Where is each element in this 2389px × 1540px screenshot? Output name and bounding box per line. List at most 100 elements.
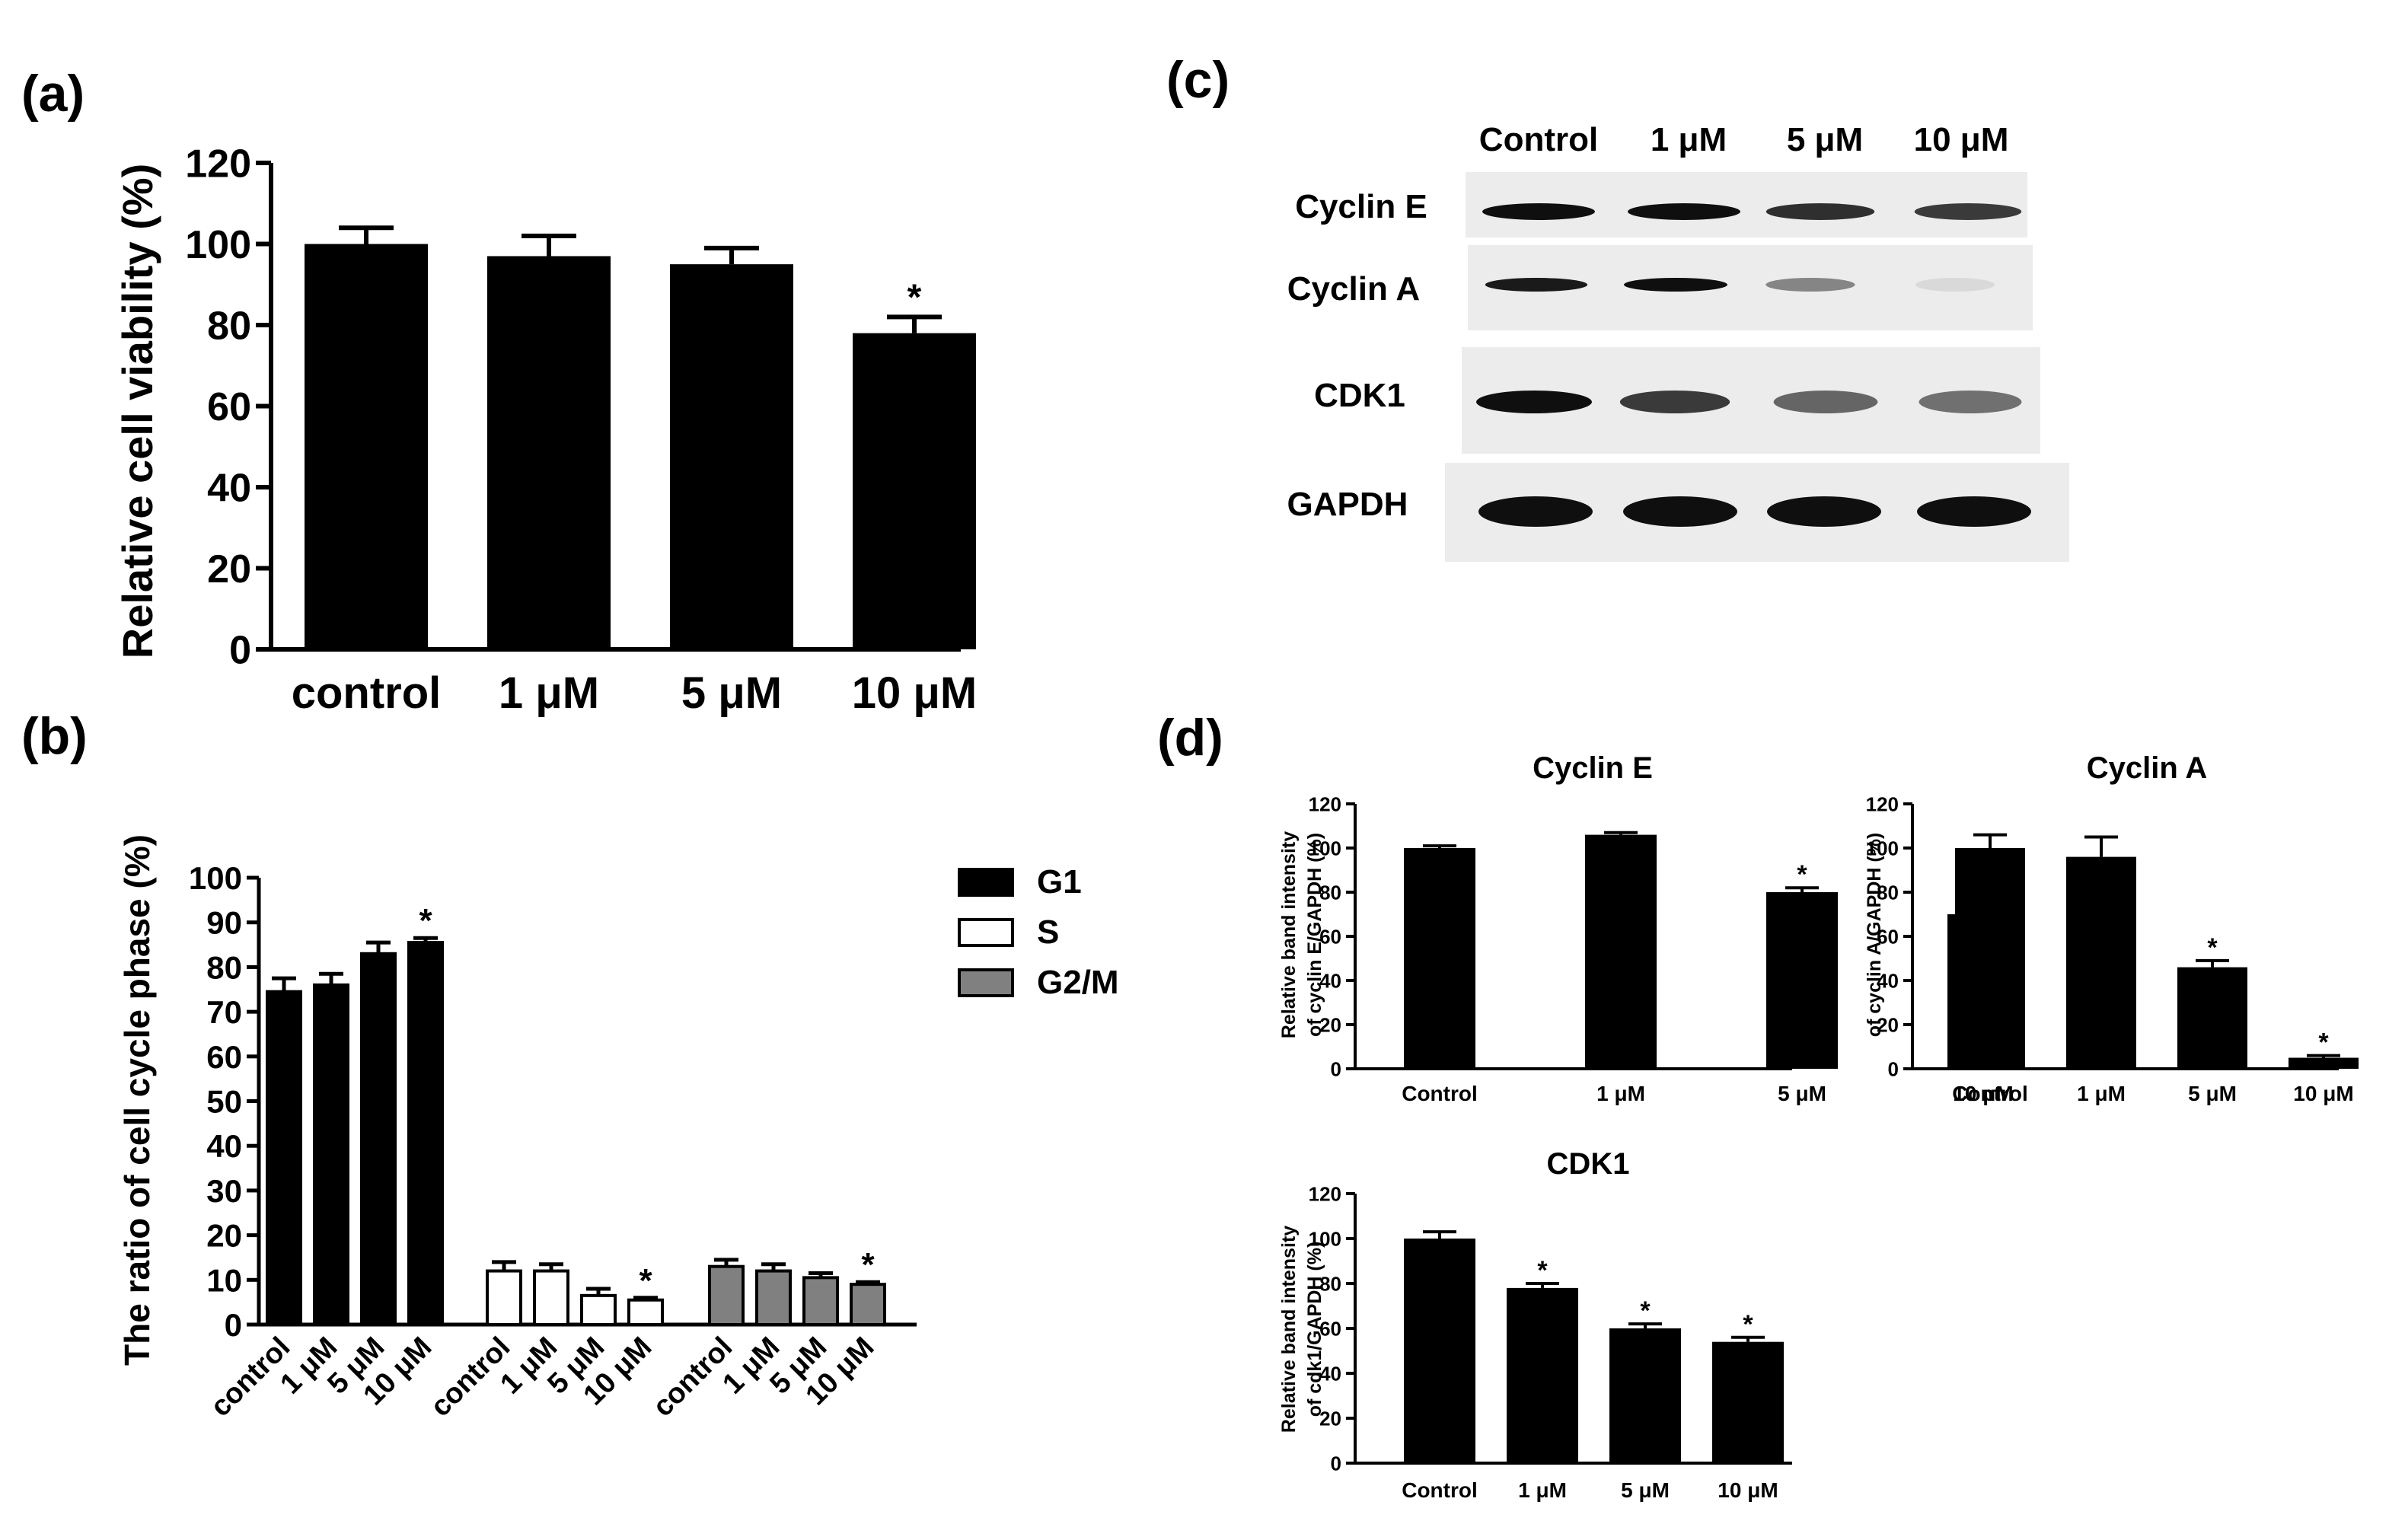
blot-column-label: 10 μM: [1914, 121, 2009, 158]
blot-band: [1619, 391, 1730, 413]
chart-d2-title: Cyclin A: [2087, 751, 2208, 785]
chart-b-ytick-label: 60: [206, 1039, 242, 1075]
chart-d1-bar: [1766, 892, 1838, 1069]
chart-b-bar-G2M: [802, 1276, 839, 1326]
chart-a-bar: [305, 244, 428, 649]
chart-b-bar-S: [627, 1298, 664, 1326]
chart-b-ytick-label: 100: [189, 860, 242, 896]
chart-b-significance-star: *: [639, 1262, 652, 1299]
chart-b-significance-star: *: [419, 902, 432, 939]
chart-d3-ytick-label: 80: [1319, 1272, 1341, 1295]
chart-a-significance-star: *: [907, 277, 922, 317]
chart-a-category-label: 5 μM: [681, 668, 782, 718]
chart-a-bar: [853, 333, 976, 649]
chart-b-bar-G2M: [708, 1264, 745, 1326]
chart-b-bar-G1: [360, 952, 397, 1327]
chart-b-bar-S: [486, 1269, 522, 1327]
chart-d2-significance-star: *: [2207, 933, 2218, 962]
chart-d2-ytick-label: 60: [1877, 925, 1899, 948]
chart-d2-category-label: 5 μM: [2188, 1082, 2237, 1105]
chart-a-ytick-label: 0: [229, 629, 251, 673]
chart-a-ytick-label: 20: [207, 547, 251, 591]
blot-row-label: GAPDH: [1287, 486, 1408, 523]
panel-label-c: (c): [1166, 51, 1230, 109]
chart-d2-ytick-label: 40: [1877, 969, 1899, 992]
chart-d1-ytick-label: 120: [1309, 792, 1341, 815]
chart-b-bar-S: [533, 1269, 569, 1327]
chart-b-ytick-label: 70: [206, 994, 242, 1030]
chart-b-bar-G2M: [850, 1283, 886, 1327]
chart-b-ytick-label: 20: [206, 1218, 242, 1254]
blot-column-label: Control: [1479, 121, 1598, 158]
chart-d2-category-label: Control: [1952, 1082, 2028, 1105]
chart-d3-ytick-label: 20: [1319, 1407, 1341, 1430]
chart-d2-category-label: 1 μM: [2077, 1082, 2126, 1105]
blot-column-label: 1 μM: [1651, 121, 1727, 158]
chart-b-ytick-label: 10: [206, 1262, 242, 1298]
blot-band: [1478, 496, 1593, 527]
chart-d3-y-axis-label: Relative band intensity: [1278, 1226, 1300, 1433]
chart-b-bar-G1: [266, 990, 302, 1327]
chart-d1-ytick-label: 40: [1319, 969, 1341, 992]
chart-d3-category-label: 5 μM: [1621, 1478, 1670, 1502]
chart-d2-category-label: 10 μM: [2293, 1082, 2353, 1105]
chart-b-y-axis-label: The ratio of cell cycle phase (%): [117, 834, 157, 1366]
chart-b-legend-label: G2/M: [1037, 964, 1119, 1001]
blot-band: [1914, 203, 2022, 220]
panel-label-b: (b): [21, 707, 88, 765]
chart-d3-ytick-label: 0: [1331, 1452, 1341, 1475]
blot-band: [1485, 278, 1588, 292]
panel-label-a: (a): [21, 65, 85, 123]
chart-b-legend-swatch: [958, 968, 1014, 997]
chart-d1-title: Cyclin E: [1533, 751, 1653, 785]
blot-band: [1773, 391, 1878, 413]
chart-b-ytick-label: 80: [206, 949, 242, 985]
chart-d1-y-axis-label: of cyclin E/GAPDH (%): [1304, 833, 1325, 1037]
chart-d3-y-axis-label: of cdk1/GAPDH (%): [1304, 1242, 1325, 1417]
chart-d1-category-label: 10 μM: [1953, 1082, 2013, 1105]
panel-label-d: (d): [1157, 709, 1223, 767]
chart-d2-bar: [2177, 967, 2247, 1069]
chart-d2-ytick-label: 80: [1877, 881, 1899, 904]
blot-column-label: 5 μM: [1787, 121, 1863, 158]
chart-a-ytick-label: 80: [207, 304, 251, 349]
chart-b-bar-G1: [313, 983, 349, 1326]
chart-d1-category-label: 5 μM: [1778, 1082, 1826, 1105]
blot-row-label: CDK1: [1314, 377, 1405, 414]
chart-a-category-label: 10 μM: [852, 668, 977, 718]
chart-d1-ytick-label: 0: [1331, 1057, 1341, 1080]
chart-d3-significance-star: *: [1640, 1296, 1651, 1325]
blot-band: [1628, 203, 1740, 220]
chart-b-significance-star: *: [861, 1246, 875, 1283]
chart-d2-significance-star: *: [2318, 1028, 2329, 1057]
chart-b-ytick-label: 90: [206, 905, 242, 941]
chart-d1-bar: [1585, 834, 1657, 1069]
chart-d1-ytick-label: 20: [1319, 1013, 1341, 1036]
chart-d2-ytick-label: 100: [1866, 837, 1899, 859]
chart-a-ytick-label: 100: [185, 223, 251, 267]
blot-band: [1624, 278, 1727, 292]
blot-band: [1765, 203, 1875, 220]
chart-d2-ytick-label: 0: [1888, 1057, 1899, 1080]
chart-d1-y-axis-label: Relative band intensity: [1278, 831, 1300, 1038]
blot-row-label: Cyclin E: [1295, 188, 1427, 225]
blot-band: [1767, 496, 1881, 527]
chart-a-ytick-label: 120: [185, 142, 251, 187]
chart-d1-bar: [1404, 848, 1475, 1069]
blot-band: [1476, 391, 1592, 413]
chart-b-bar-S: [580, 1293, 617, 1326]
chart-b-bar-G1: [407, 941, 444, 1326]
chart-a-bar: [670, 264, 793, 649]
chart-d3-category-label: Control: [1402, 1478, 1478, 1502]
blot-band: [1919, 391, 2022, 413]
blot-band: [1915, 278, 1995, 292]
chart-b-legend-label: G1: [1037, 863, 1082, 901]
blot-band: [1917, 496, 2031, 527]
chart-a-y-axis-label: Relative cell viability (%): [113, 164, 161, 658]
chart-d2-bar: [2289, 1057, 2359, 1069]
chart-d1-ytick-label: 60: [1319, 925, 1341, 948]
chart-d3-ytick-label: 100: [1309, 1227, 1341, 1250]
blot-band: [1623, 496, 1737, 527]
